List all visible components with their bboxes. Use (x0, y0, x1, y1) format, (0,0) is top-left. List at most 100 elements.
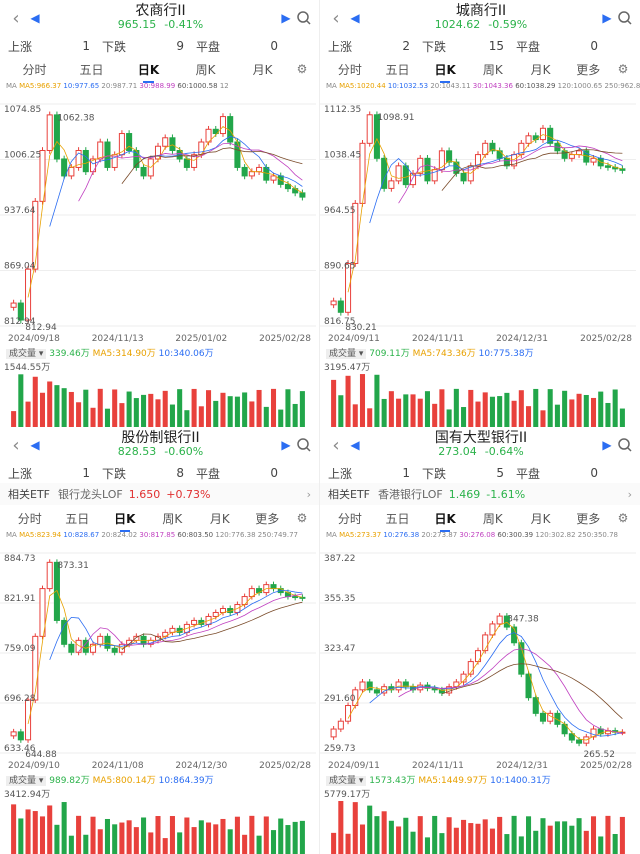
volume-chart[interactable]: 5779.17万 (320, 787, 636, 854)
volume-bar (184, 410, 190, 427)
y-tick-label: 937.64 (4, 206, 36, 216)
chevron-right-icon[interactable]: › (306, 487, 311, 501)
gear-icon[interactable]: ⚙ (296, 511, 308, 525)
candle-body (154, 145, 162, 160)
gear-icon[interactable]: ⚙ (296, 62, 308, 76)
back-chevron-icon[interactable]: ‹ (12, 434, 20, 456)
candle-body (525, 673, 532, 699)
tab-4[interactable]: 月K (530, 62, 551, 77)
ma250-value: 250:749.77 (257, 531, 299, 539)
tab-0[interactable]: 分时 (337, 511, 362, 526)
date-tick: 2024/12/30 (175, 761, 228, 771)
prev-index-arrow-icon[interactable]: ◀ (30, 11, 40, 25)
search-icon[interactable] (295, 436, 313, 454)
tab-4[interactable]: 月K (252, 62, 273, 77)
etf-row[interactable]: 相关ETF 银行龙头LOF 1.650 +0.73% › (0, 483, 319, 505)
candle-body (525, 135, 532, 144)
search-icon[interactable] (295, 9, 313, 27)
candle-body (568, 154, 575, 159)
volume-label[interactable]: 成交量 ▾ (6, 776, 47, 786)
tab-1[interactable]: 五日 (79, 62, 104, 77)
candle-body (359, 681, 366, 691)
candle-body (32, 635, 39, 701)
volume-ma5: MA5:314.90万 (92, 349, 159, 359)
tab-0[interactable]: 分时 (337, 62, 362, 77)
stats-row: 上涨 1 下跌 5 平盘 0 (320, 463, 640, 483)
volume-bar (619, 816, 625, 854)
panel-topbar: ‹ ◀ 城商行II 1024.62 -0.59% ▶ (320, 0, 640, 36)
kline-chart[interactable]: 1112.35 1038.45 964.55 890.65 816.75 1098.91 8… (320, 96, 636, 334)
ma10-value: 10:828.67 (63, 531, 102, 539)
next-index-arrow-icon[interactable]: ▶ (602, 438, 612, 452)
gear-icon[interactable]: ⚙ (617, 62, 629, 76)
search-icon[interactable] (616, 9, 634, 27)
candle-body (337, 300, 344, 313)
stats-row: 上涨 1 下跌 9 平盘 0 (0, 36, 319, 56)
tab-3[interactable]: 周K (162, 511, 183, 526)
volume-label[interactable]: 成交量 ▾ (326, 776, 367, 786)
tab-3[interactable]: 周K (195, 62, 216, 77)
prev-index-arrow-icon[interactable]: ◀ (350, 438, 360, 452)
y-tick-label: 291.60 (324, 694, 356, 704)
back-chevron-icon[interactable]: ‹ (12, 7, 20, 29)
back-chevron-icon[interactable]: ‹ (332, 7, 340, 29)
gear-icon[interactable]: ⚙ (617, 511, 629, 525)
chevron-right-icon[interactable]: › (627, 487, 632, 501)
volume-bar (191, 827, 197, 854)
ma-legend: MA MA5:823.94 10:828.67 20:824.02 30:817… (0, 531, 319, 545)
etf-change: -1.61% (486, 487, 526, 501)
volume-chart[interactable]: 3412.94万 (0, 787, 316, 854)
next-index-arrow-icon[interactable]: ▶ (602, 11, 612, 25)
volume-label[interactable]: 成交量 ▾ (6, 349, 47, 359)
tab-2[interactable]: 日K (101, 510, 149, 532)
back-chevron-icon[interactable]: ‹ (332, 434, 340, 456)
tab-3[interactable]: 周K (482, 511, 503, 526)
candle-body (10, 302, 17, 308)
volume-chart[interactable]: 3195.47万 (320, 360, 636, 427)
next-index-arrow-icon[interactable]: ▶ (281, 438, 291, 452)
volume-bar (227, 829, 233, 854)
date-tick: 2024/09/10 (8, 761, 60, 771)
tab-2[interactable]: 日K (421, 61, 469, 83)
next-index-arrow-icon[interactable]: ▶ (281, 11, 291, 25)
tab-5[interactable]: 更多 (255, 511, 280, 526)
etf-name[interactable]: 银行龙头LOF (58, 488, 123, 501)
etf-name[interactable]: 香港银行LOF (378, 488, 443, 501)
search-icon[interactable] (616, 436, 634, 454)
volume-bar (25, 401, 31, 427)
ma-line (441, 149, 623, 191)
tab-5[interactable]: 更多 (576, 62, 601, 77)
tab-2[interactable]: 日K (120, 61, 177, 83)
volume-bar (68, 391, 74, 427)
tab-2[interactable]: 日K (421, 510, 469, 532)
tab-4[interactable]: 月K (209, 511, 230, 526)
tab-1[interactable]: 五日 (385, 511, 410, 526)
volume-bar (518, 390, 524, 427)
period-tabs: 分时 五日 日K 周K 月K 更多 ⚙ (320, 56, 640, 83)
prev-index-arrow-icon[interactable]: ◀ (30, 438, 40, 452)
y-tick-label: 1038.45 (324, 151, 361, 161)
volume-ma10: 10:775.38万 (478, 349, 534, 359)
volume-bar (612, 834, 618, 854)
date-tick: 2024/09/11 (328, 334, 380, 344)
index-change: -0.59% (488, 18, 528, 31)
etf-row[interactable]: 相关ETF 香港银行LOF 1.469 -1.61% › (320, 483, 640, 505)
tab-1[interactable]: 五日 (385, 62, 410, 77)
prev-index-arrow-icon[interactable]: ◀ (350, 11, 360, 25)
tab-1[interactable]: 五日 (65, 511, 90, 526)
tab-5[interactable]: 更多 (576, 511, 601, 526)
tab-4[interactable]: 月K (530, 511, 551, 526)
volume-ma10: 10:864.39万 (158, 776, 214, 786)
volume-chart[interactable]: 1544.55万 (0, 360, 316, 427)
date-axis: 2024/09/18 2024/11/13 2025/01/02 2025/02/28 (0, 334, 319, 346)
tab-3[interactable]: 周K (482, 62, 503, 77)
volume-bar (590, 397, 597, 427)
ma5-value: MA5:1020.44 (339, 82, 388, 90)
volume-label[interactable]: 成交量 ▾ (326, 349, 367, 359)
candle-body (126, 133, 133, 151)
kline-chart[interactable]: 387.22 355.35 323.47 291.60 259.73 347.38 265.… (320, 545, 636, 761)
tab-0[interactable]: 分时 (17, 511, 42, 526)
kline-chart[interactable]: 884.73 821.91 759.09 696.28 633.46 873.31 644.… (0, 545, 316, 761)
kline-chart[interactable]: 1074.85 1006.25 937.64 869.04 812.94 1062.38 8… (0, 96, 316, 334)
tab-0[interactable]: 分时 (22, 62, 47, 77)
